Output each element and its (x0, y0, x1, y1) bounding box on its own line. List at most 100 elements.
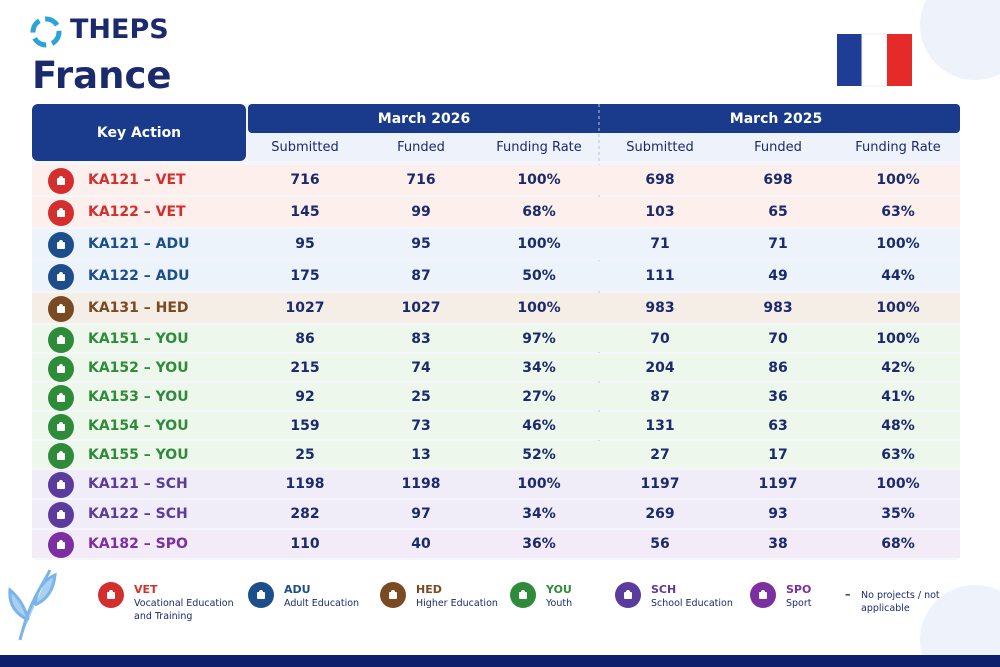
row-icon (48, 232, 74, 258)
row-bg (32, 325, 960, 352)
key-action: KA122 – VET (88, 204, 186, 220)
row-bg (32, 530, 960, 558)
table-cell: 215 (290, 359, 320, 376)
page-title: France (32, 54, 172, 97)
table-cell: 86 (768, 359, 788, 376)
table-cell: 269 (645, 506, 675, 522)
table-cell: 100% (876, 476, 920, 492)
legend-key: YOU (546, 583, 572, 596)
table-cell: 983 (763, 300, 793, 316)
table-cell: 87 (411, 268, 431, 284)
legend-icon (380, 582, 406, 608)
table-cell: 27% (522, 388, 556, 405)
table-cell: 63% (881, 446, 915, 463)
table-cell: 1027 (401, 300, 441, 316)
row-icon (48, 355, 74, 382)
table-cell: 100% (517, 476, 561, 492)
period-header: March 2026 (377, 110, 471, 127)
legend-key: HED (416, 583, 442, 596)
table-cell: 97% (522, 330, 556, 347)
legend-icon (615, 582, 641, 608)
table-cell: 93 (768, 506, 788, 522)
legend-icon (98, 582, 124, 608)
legend-key: SPO (786, 583, 812, 596)
table-cell: 145 (290, 204, 320, 220)
legend-text: Vocational Education and Training (134, 598, 234, 622)
table-cell: 110 (290, 536, 320, 552)
sub-header: Funding Rate (496, 139, 582, 155)
table-cell: 49 (768, 268, 788, 284)
table-cell: 35% (881, 506, 915, 522)
table-cell: 41% (881, 388, 915, 405)
table-cell: 46% (522, 417, 556, 434)
table-cell: 74 (411, 359, 431, 376)
table-cell: 100% (876, 172, 920, 188)
row-icon (48, 532, 74, 558)
row-icon (48, 296, 74, 322)
row-bg (32, 500, 960, 528)
key-action: KA182 – SPO (88, 536, 188, 552)
table-cell: 71 (650, 236, 670, 252)
key-action: KA121 – VET (88, 172, 186, 188)
legend-key: – (845, 588, 851, 601)
key-action: KA152 – YOU (88, 359, 189, 376)
table-cell: 100% (876, 300, 920, 316)
table-cell: 25 (411, 388, 431, 405)
key-action: KA131 – HED (88, 300, 189, 316)
row-icon (48, 326, 74, 353)
row-bg (32, 470, 960, 498)
row-icon (48, 200, 74, 226)
table-cell: 1197 (758, 476, 798, 492)
legend-text: No projects / not applicable (861, 590, 940, 614)
table-cell: 40 (411, 536, 431, 552)
table-cell: 1197 (640, 476, 680, 492)
table-cell: 698 (763, 172, 793, 188)
row-bg (32, 412, 960, 439)
sub-header: Funded (754, 139, 802, 155)
table-cell: 68% (522, 204, 556, 220)
row-icon (48, 502, 74, 528)
key-action: KA154 – YOU (88, 417, 189, 434)
table-cell: 983 (645, 300, 675, 316)
row-icon (48, 413, 74, 440)
table-cell: 56 (650, 536, 670, 552)
table-cell: 34% (522, 359, 556, 376)
table-cell: 1198 (285, 476, 325, 492)
sub-header: Submitted (271, 139, 339, 155)
table-cell: 52% (522, 446, 556, 463)
legend-key: SCH (651, 583, 677, 596)
row-icon (48, 472, 74, 498)
table-cell: 87 (650, 388, 670, 405)
sub-header: Funded (397, 139, 445, 155)
table-cell: 86 (295, 330, 315, 347)
table-cell: 42% (881, 359, 915, 376)
table-cell: 716 (290, 172, 320, 188)
row-bg (32, 293, 960, 323)
table-cell: 13 (411, 446, 431, 463)
key-header: Key Action (96, 124, 182, 141)
table-cell: 99 (411, 204, 431, 220)
key-action: KA121 – SCH (88, 476, 188, 492)
table-cell: 100% (517, 300, 561, 316)
key-action: KA122 – ADU (88, 268, 190, 284)
row-icon (48, 264, 74, 290)
row-icon (48, 168, 74, 194)
legend-text: Sport (786, 598, 812, 609)
table-cell: 204 (645, 359, 675, 376)
table-cell: 95 (411, 236, 431, 252)
key-action: KA121 – ADU (88, 236, 190, 252)
table-cell: 36 (768, 388, 788, 405)
table-cell: 97 (411, 506, 431, 522)
table-cell: 159 (290, 417, 320, 434)
row-icon (48, 384, 74, 411)
row-bg (32, 261, 960, 291)
table-cell: 1198 (401, 476, 441, 492)
legend-icon (248, 582, 274, 608)
table-cell: 111 (645, 268, 675, 284)
table-cell: 1027 (285, 300, 325, 316)
sub-header: Submitted (626, 139, 694, 155)
table-cell: 92 (295, 388, 315, 405)
legend-icon (510, 582, 536, 608)
table-cell: 698 (645, 172, 675, 188)
table-cell: 282 (290, 506, 320, 522)
